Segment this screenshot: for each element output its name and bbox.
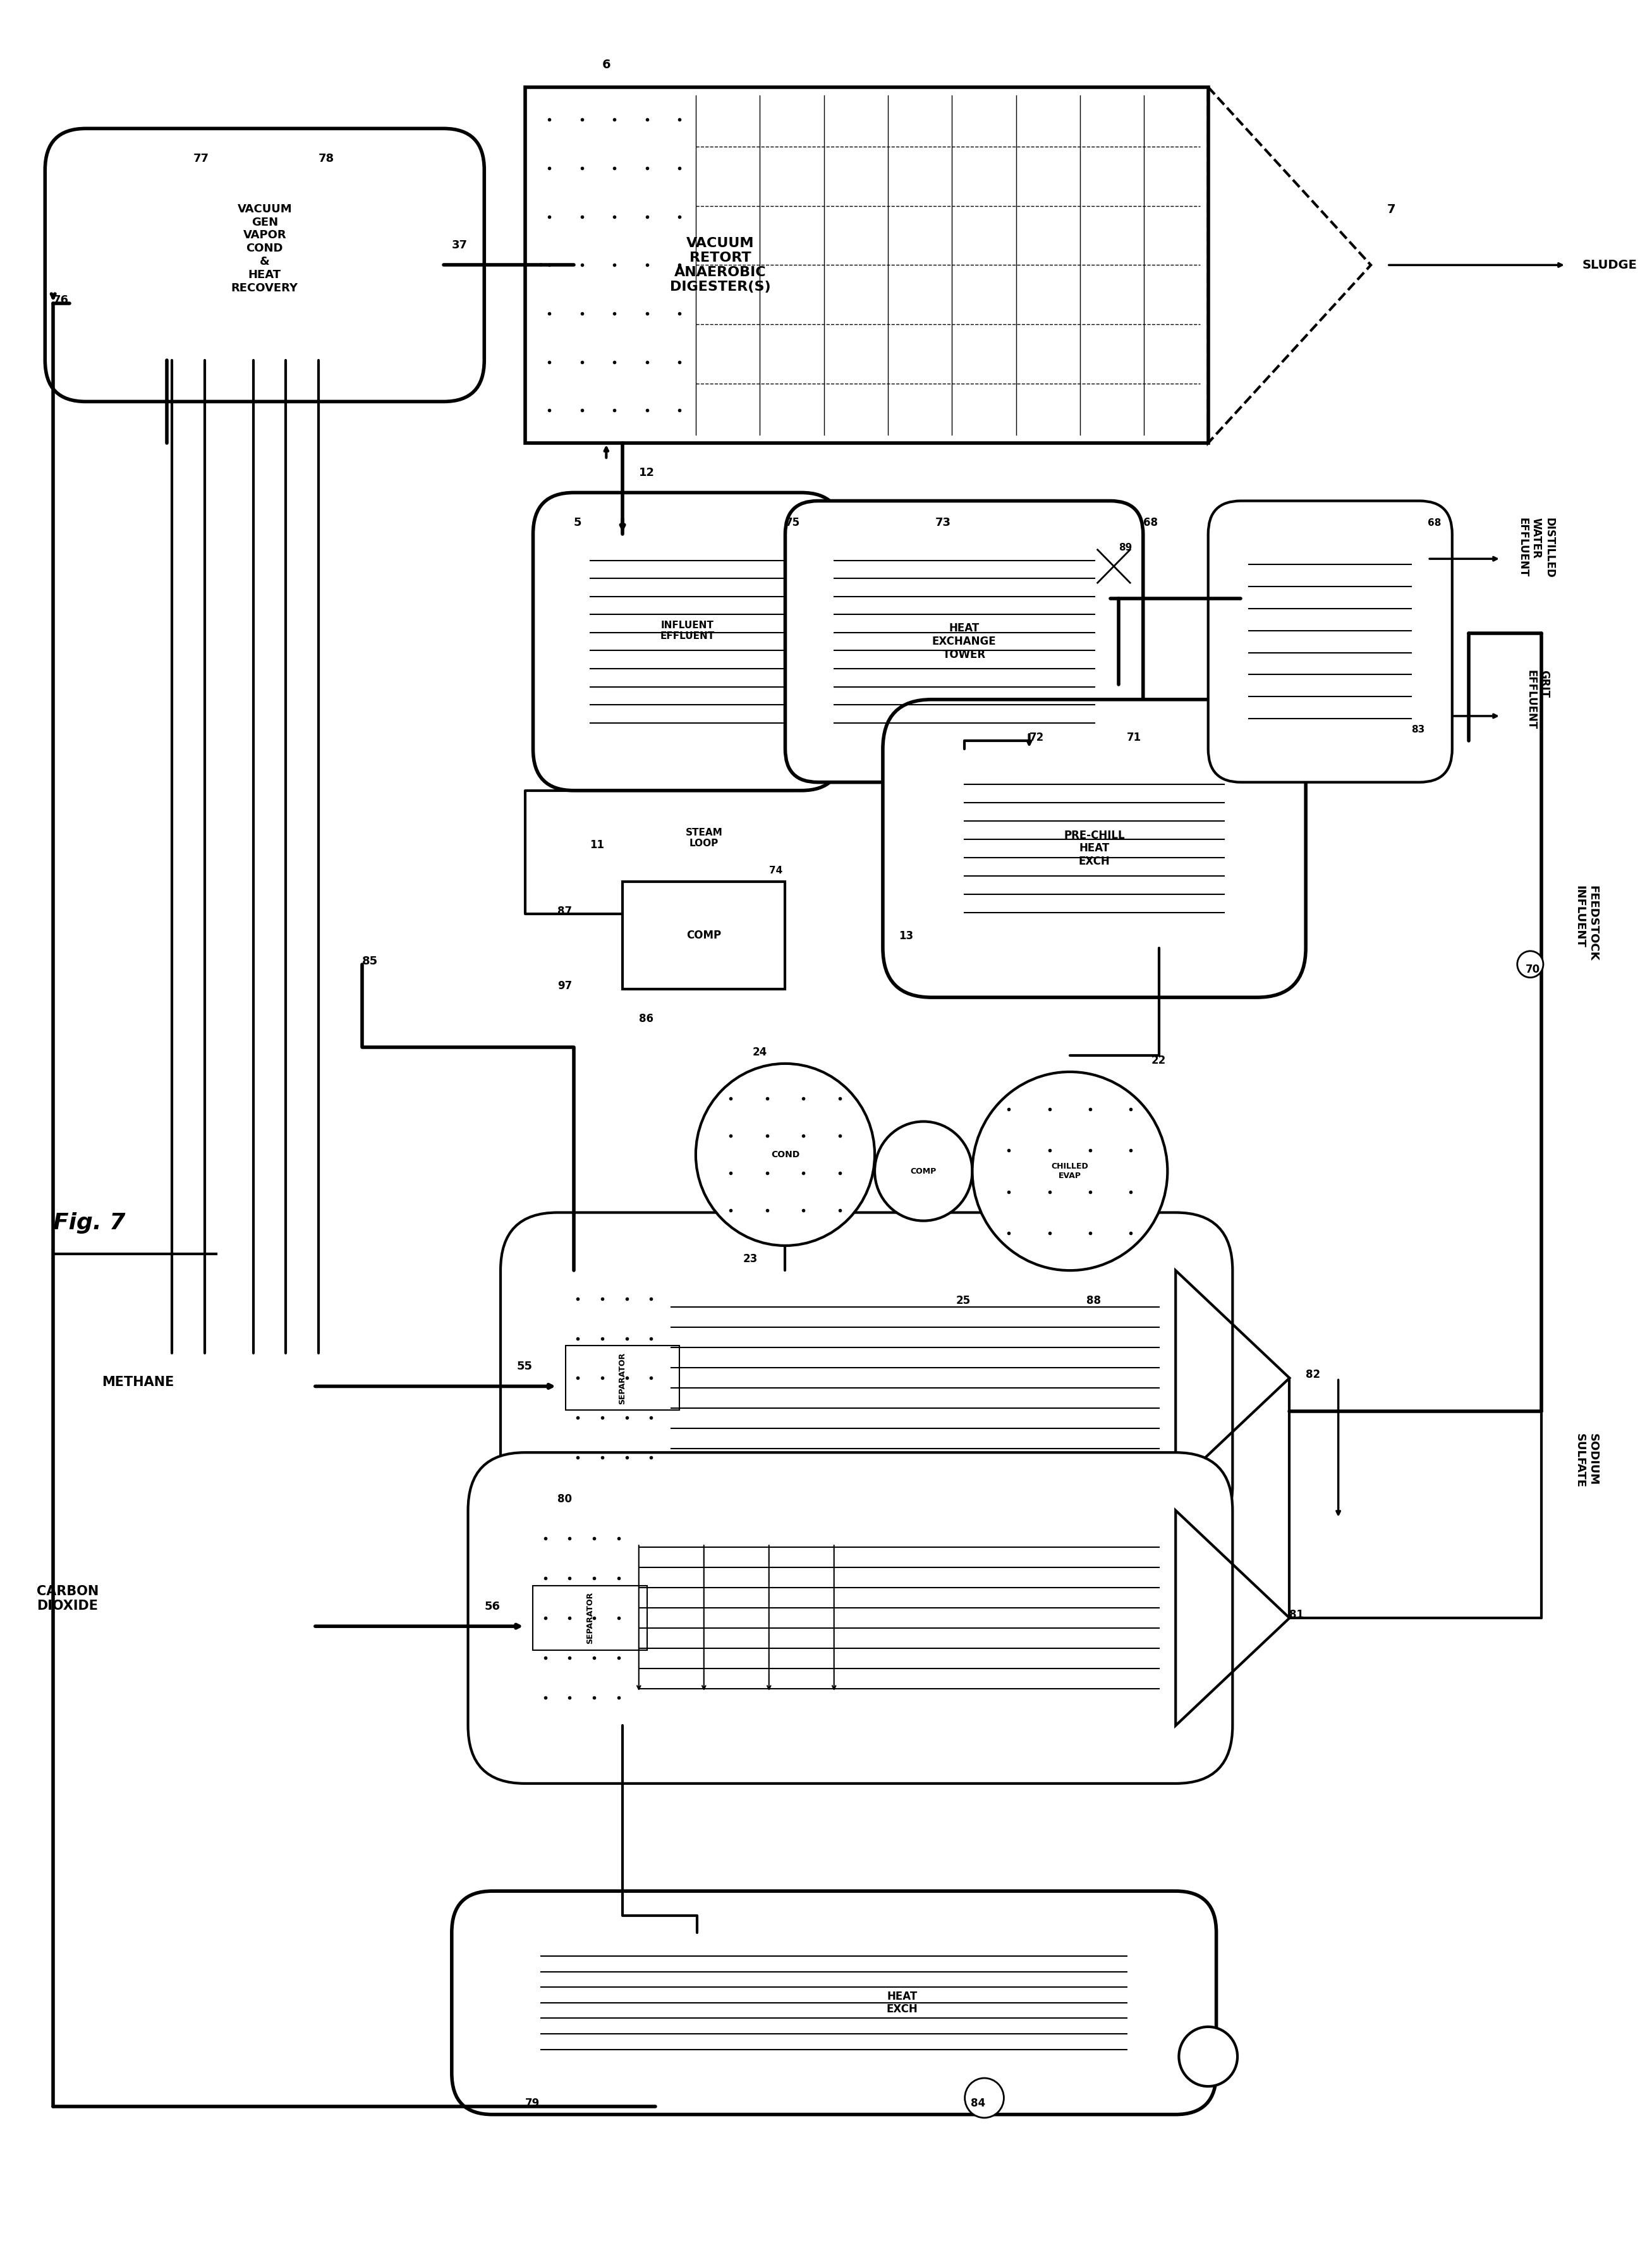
Text: CARBON
DIOXIDE: CARBON DIOXIDE	[36, 1586, 99, 1613]
Text: SLUDGE: SLUDGE	[1583, 258, 1637, 271]
Text: 85: 85	[362, 956, 378, 967]
FancyBboxPatch shape	[882, 700, 1305, 998]
Text: 72: 72	[1029, 731, 1044, 742]
Text: 25: 25	[957, 1294, 971, 1305]
Text: 97: 97	[557, 980, 572, 991]
Text: INFLUENT
EFFLUENT: INFLUENT EFFLUENT	[661, 621, 715, 641]
Text: VACUUM
GEN
VAPOR
COND
&
HEAT
RECOVERY: VACUUM GEN VAPOR COND & HEAT RECOVERY	[231, 204, 297, 294]
FancyBboxPatch shape	[45, 128, 484, 401]
Text: 82: 82	[1305, 1368, 1320, 1379]
Text: 55: 55	[517, 1362, 532, 1373]
FancyBboxPatch shape	[785, 500, 1143, 783]
Text: 22: 22	[1151, 1054, 1166, 1065]
Text: 71: 71	[1127, 731, 1142, 742]
Bar	[623, 881, 785, 989]
FancyBboxPatch shape	[468, 1453, 1232, 1783]
Text: FEEDSTOCK
INFLUENT: FEEDSTOCK INFLUENT	[1574, 886, 1599, 960]
Bar	[525, 87, 1208, 442]
Text: SEPARATOR: SEPARATOR	[586, 1593, 595, 1644]
Circle shape	[973, 1072, 1168, 1270]
Text: METHANE: METHANE	[102, 1377, 173, 1388]
Text: HEAT
EXCH: HEAT EXCH	[887, 1990, 919, 2014]
FancyBboxPatch shape	[501, 1213, 1232, 1543]
Text: 68: 68	[1143, 516, 1158, 529]
Text: GRIT
EFFLUENT: GRIT EFFLUENT	[1525, 671, 1550, 729]
Text: 79: 79	[525, 2097, 540, 2108]
Bar	[534, 1586, 648, 1651]
Text: 12: 12	[639, 467, 654, 478]
Text: 24: 24	[753, 1047, 768, 1059]
Circle shape	[1517, 951, 1543, 978]
Circle shape	[695, 1063, 874, 1245]
Text: 56: 56	[484, 1602, 501, 1613]
Text: 13: 13	[899, 931, 914, 942]
Text: 75: 75	[785, 516, 800, 529]
Text: 68: 68	[1427, 518, 1441, 527]
Text: 78: 78	[319, 153, 334, 164]
Text: 89: 89	[1118, 543, 1132, 552]
Text: 37: 37	[451, 240, 468, 251]
Bar	[565, 1346, 679, 1411]
Text: SODIUM
SULFATE: SODIUM SULFATE	[1574, 1433, 1599, 1487]
FancyBboxPatch shape	[451, 1891, 1216, 2115]
Text: 83: 83	[1411, 724, 1426, 733]
Text: 88: 88	[1085, 1294, 1100, 1305]
Text: 81: 81	[1290, 1608, 1303, 1619]
Text: Fig. 7: Fig. 7	[53, 1211, 126, 1234]
Text: VACUUM
RETORT
ANAEROBIC
DIGESTER(S): VACUUM RETORT ANAEROBIC DIGESTER(S)	[669, 238, 770, 294]
Text: 7: 7	[1388, 204, 1396, 215]
Text: 76: 76	[53, 294, 69, 305]
Text: 73: 73	[935, 516, 950, 529]
FancyBboxPatch shape	[1208, 500, 1452, 783]
Text: 11: 11	[590, 839, 605, 850]
Text: SEPARATOR: SEPARATOR	[618, 1353, 626, 1404]
Text: COMP: COMP	[687, 929, 722, 942]
Text: 5: 5	[573, 516, 582, 529]
Text: 80: 80	[557, 1494, 572, 1505]
Circle shape	[1180, 2028, 1237, 2086]
Text: 77: 77	[193, 153, 208, 164]
Circle shape	[965, 2077, 1004, 2117]
Text: COMP: COMP	[910, 1166, 937, 1175]
Text: 6: 6	[601, 58, 611, 70]
Text: DISTILLED
WATER
EFFLUENT: DISTILLED WATER EFFLUENT	[1517, 518, 1555, 579]
Text: PRE-CHILL
HEAT
EXCH: PRE-CHILL HEAT EXCH	[1064, 830, 1125, 868]
FancyBboxPatch shape	[534, 493, 843, 790]
Text: HEAT
EXCHANGE
TOWER: HEAT EXCHANGE TOWER	[932, 624, 996, 659]
Text: 84: 84	[971, 2097, 985, 2108]
Text: STEAM
LOOP: STEAM LOOP	[686, 828, 722, 848]
Text: COND: COND	[771, 1151, 800, 1160]
Text: 86: 86	[639, 1014, 653, 1025]
Text: 70: 70	[1525, 964, 1540, 976]
Circle shape	[547, 1314, 674, 1442]
Text: 87: 87	[557, 906, 572, 917]
Text: 23: 23	[743, 1254, 758, 1265]
Circle shape	[874, 1122, 973, 1220]
Text: CHILLED
EVAP: CHILLED EVAP	[1051, 1162, 1089, 1180]
Text: 74: 74	[768, 866, 783, 875]
